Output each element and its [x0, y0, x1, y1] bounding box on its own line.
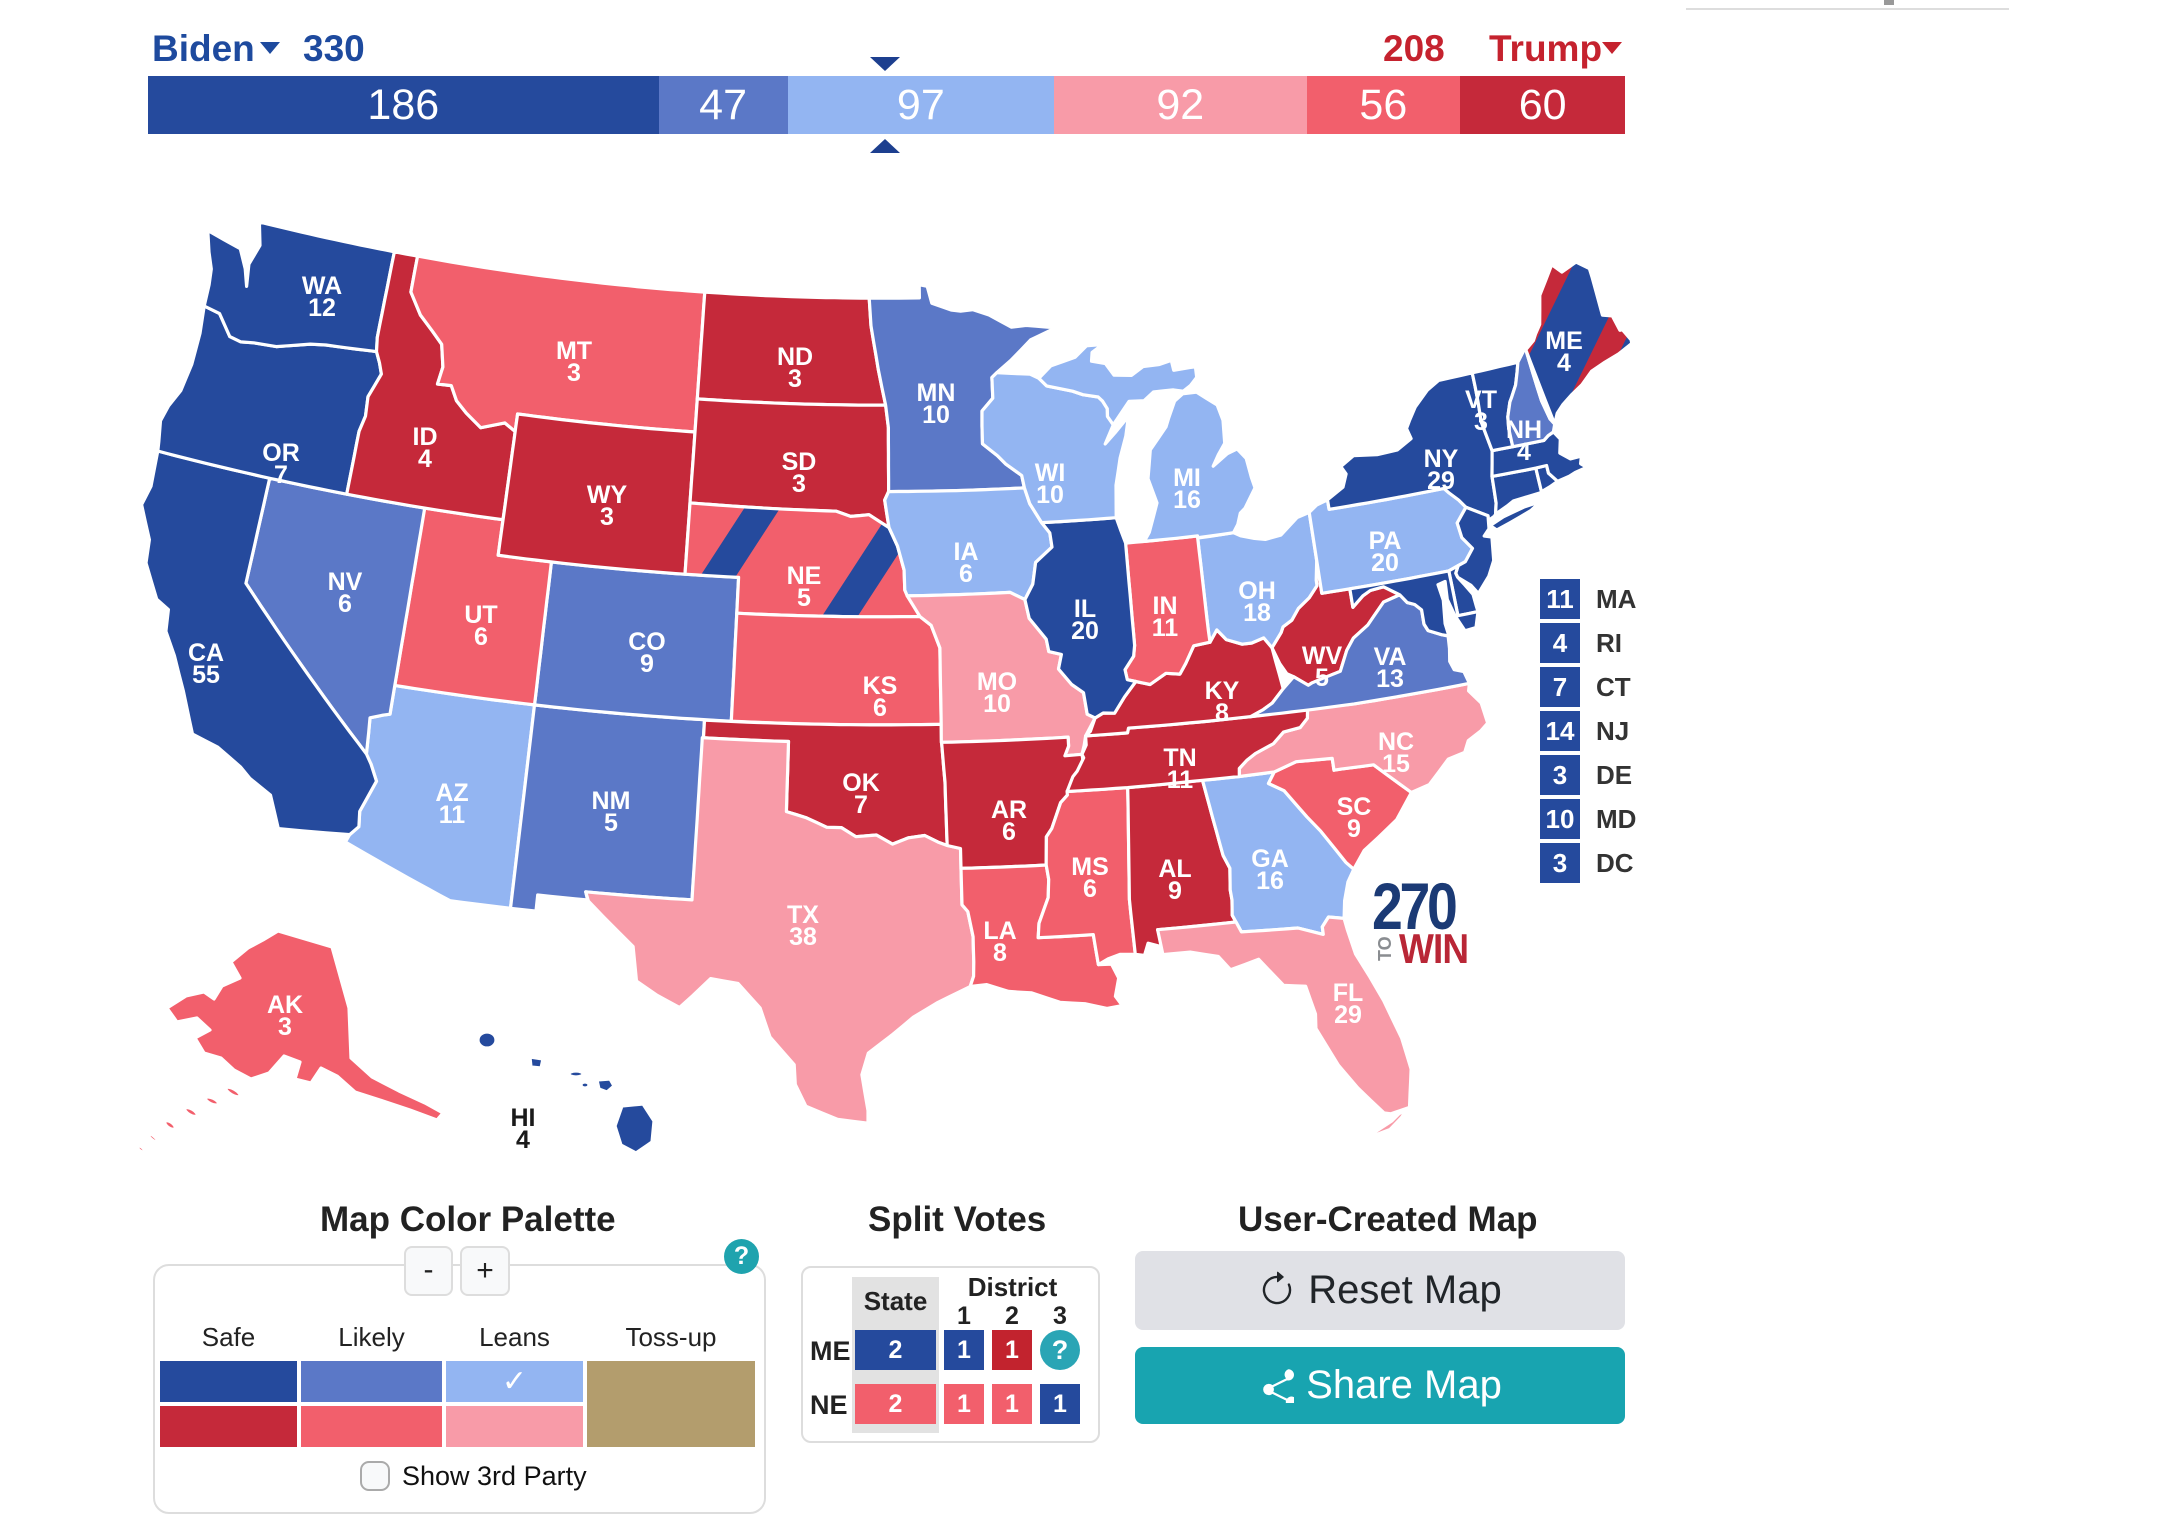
svg-text:3: 3	[792, 470, 806, 498]
svg-text:6: 6	[474, 623, 488, 651]
svg-text:3: 3	[567, 359, 581, 387]
svg-text:KY: KY	[1205, 677, 1240, 705]
svg-text:GA: GA	[1251, 845, 1289, 873]
svg-text:20: 20	[1071, 617, 1099, 645]
svg-text:MT: MT	[556, 337, 592, 365]
svg-text:TN: TN	[1163, 744, 1196, 772]
svg-text:10: 10	[922, 401, 950, 429]
svg-text:4: 4	[1517, 438, 1531, 466]
svg-text:20: 20	[1371, 549, 1399, 577]
svg-text:MS: MS	[1071, 853, 1109, 881]
svg-text:KS: KS	[863, 672, 898, 700]
svg-text:CA: CA	[188, 639, 224, 667]
svg-text:3: 3	[278, 1013, 292, 1041]
svg-text:WY: WY	[587, 481, 628, 509]
svg-text:10: 10	[983, 690, 1011, 718]
svg-text:WI: WI	[1035, 459, 1066, 487]
svg-text:13: 13	[1376, 665, 1404, 693]
svg-text:6: 6	[1002, 818, 1016, 846]
svg-text:AK: AK	[267, 991, 303, 1019]
svg-text:ND: ND	[777, 343, 813, 371]
svg-text:AL: AL	[1158, 855, 1191, 883]
svg-text:MN: MN	[917, 379, 956, 407]
svg-text:16: 16	[1173, 486, 1201, 514]
svg-text:9: 9	[640, 650, 654, 678]
svg-text:55: 55	[192, 661, 220, 689]
svg-text:3: 3	[788, 365, 802, 393]
svg-text:5: 5	[1315, 664, 1329, 692]
svg-text:38: 38	[789, 923, 817, 951]
svg-text:WA: WA	[302, 272, 342, 300]
svg-text:FL: FL	[1333, 979, 1364, 1007]
svg-text:MI: MI	[1173, 464, 1201, 492]
svg-text:12: 12	[308, 294, 336, 322]
svg-text:IN: IN	[1153, 592, 1178, 620]
svg-text:9: 9	[1347, 815, 1361, 843]
svg-text:5: 5	[604, 809, 618, 837]
svg-text:UT: UT	[464, 601, 497, 629]
svg-text:10: 10	[1036, 481, 1064, 509]
svg-text:IL: IL	[1074, 595, 1096, 623]
svg-text:5: 5	[797, 584, 811, 612]
svg-text:NH: NH	[1506, 416, 1542, 444]
svg-text:NM: NM	[592, 787, 631, 815]
svg-text:6: 6	[873, 694, 887, 722]
svg-text:16: 16	[1256, 867, 1284, 895]
svg-text:3: 3	[600, 503, 614, 531]
svg-text:11: 11	[1152, 614, 1179, 642]
svg-text:VA: VA	[1374, 643, 1407, 671]
svg-text:11: 11	[1167, 766, 1194, 794]
svg-text:NY: NY	[1424, 445, 1459, 473]
svg-text:WV: WV	[1302, 642, 1343, 670]
svg-text:VT: VT	[1465, 386, 1497, 414]
svg-text:NE: NE	[787, 562, 822, 590]
svg-text:ID: ID	[413, 423, 438, 451]
svg-text:29: 29	[1427, 467, 1455, 495]
svg-text:TX: TX	[787, 901, 819, 929]
svg-text:6: 6	[338, 590, 352, 618]
svg-text:9: 9	[1168, 877, 1182, 905]
svg-text:15: 15	[1382, 750, 1410, 778]
svg-text:LA: LA	[983, 917, 1016, 945]
svg-text:NV: NV	[328, 568, 363, 596]
svg-text:8: 8	[993, 939, 1007, 967]
svg-text:18: 18	[1243, 599, 1271, 627]
svg-text:6: 6	[959, 560, 973, 588]
svg-text:29: 29	[1334, 1001, 1362, 1029]
svg-text:6: 6	[1083, 875, 1097, 903]
svg-text:8: 8	[1215, 699, 1229, 727]
svg-text:AZ: AZ	[435, 779, 468, 807]
svg-text:SD: SD	[782, 448, 817, 476]
svg-text:AR: AR	[991, 796, 1027, 824]
svg-text:IA: IA	[954, 538, 979, 566]
svg-text:3: 3	[1474, 408, 1488, 436]
svg-text:OH: OH	[1238, 577, 1276, 605]
svg-text:MO: MO	[977, 668, 1017, 696]
svg-text:ME: ME	[1545, 327, 1583, 355]
svg-text:NC: NC	[1378, 728, 1414, 756]
svg-text:7: 7	[274, 461, 288, 489]
svg-text:CO: CO	[628, 628, 666, 656]
svg-text:11: 11	[439, 801, 466, 829]
svg-text:7: 7	[854, 791, 868, 819]
svg-text:4: 4	[418, 445, 432, 473]
svg-text:4: 4	[516, 1126, 530, 1154]
svg-text:SC: SC	[1337, 793, 1372, 821]
svg-text:OR: OR	[262, 439, 300, 467]
svg-text:HI: HI	[511, 1104, 536, 1132]
svg-text:PA: PA	[1369, 527, 1402, 555]
svg-text:OK: OK	[842, 769, 880, 797]
svg-text:4: 4	[1557, 349, 1571, 377]
